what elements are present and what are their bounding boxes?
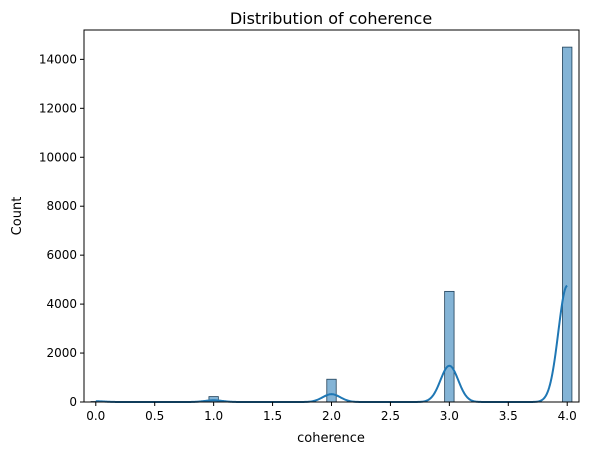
chart-title: Distribution of coherence xyxy=(230,9,432,28)
x-tick-label-8: 4.0 xyxy=(558,409,577,423)
histogram-bar-3 xyxy=(444,290,455,403)
x-tick-label-7: 3.5 xyxy=(499,409,518,423)
x-axis: 0.0 0.5 1.0 1.5 2.0 2.5 3.0 3.5 4.0 xyxy=(86,402,577,423)
y-tick-label-4: 8000 xyxy=(46,199,77,213)
x-tick-label-3: 1.5 xyxy=(263,409,282,423)
y-tick-label-3: 6000 xyxy=(46,248,77,262)
histogram-bar-4 xyxy=(562,46,573,403)
histogram-bars xyxy=(90,46,573,403)
x-tick-label-5: 2.5 xyxy=(381,409,400,423)
y-axis: 0 2000 4000 6000 8000 10000 12000 14000 xyxy=(39,52,84,409)
y-tick-label-2: 4000 xyxy=(46,297,77,311)
y-axis-label: Count xyxy=(10,197,25,236)
x-tick-label-0: 0.0 xyxy=(86,409,105,423)
plot-frame xyxy=(83,29,580,403)
y-tick-label-7: 14000 xyxy=(39,52,77,66)
x-axis-label: coherence xyxy=(297,431,365,446)
x-tick-label-6: 3.0 xyxy=(440,409,459,423)
histogram-bar-2 xyxy=(326,378,337,403)
y-tick-label-0: 0 xyxy=(69,395,77,409)
x-tick-label-4: 2.0 xyxy=(322,409,341,423)
y-tick-label-5: 10000 xyxy=(39,150,77,164)
y-tick-label-6: 12000 xyxy=(39,101,77,115)
x-tick-label-1: 0.5 xyxy=(145,409,164,423)
y-tick-label-1: 2000 xyxy=(46,346,77,360)
x-tick-label-2: 1.0 xyxy=(204,409,223,423)
